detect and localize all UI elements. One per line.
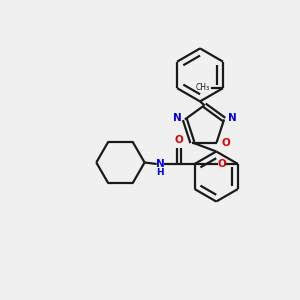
- Text: O: O: [175, 135, 184, 145]
- Text: H: H: [156, 168, 164, 177]
- Text: O: O: [218, 159, 226, 169]
- Text: N: N: [156, 159, 165, 169]
- Text: CH₃: CH₃: [196, 83, 210, 92]
- Text: O: O: [221, 137, 230, 148]
- Text: N: N: [228, 113, 236, 123]
- Text: N: N: [172, 113, 181, 123]
